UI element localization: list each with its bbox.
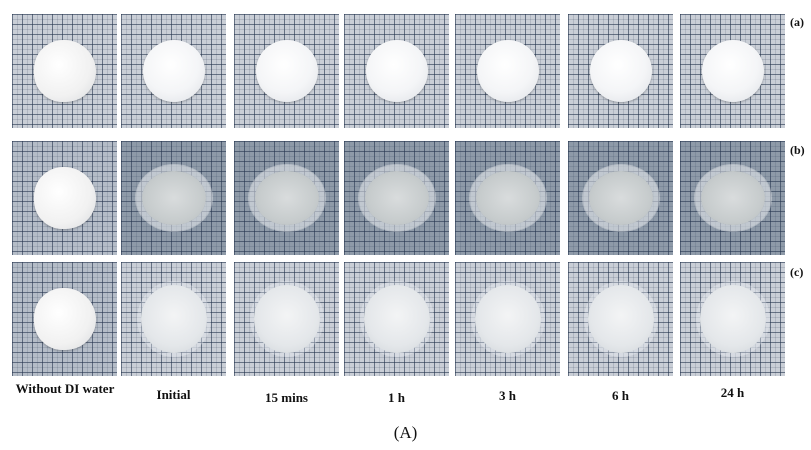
sample-disk (700, 171, 765, 225)
sample-disk (141, 171, 206, 225)
photo-c-initial (121, 262, 226, 376)
photo-c-24-h (680, 262, 785, 376)
photo-b-initial (121, 141, 226, 255)
sample-disk (474, 285, 541, 353)
row-label-a: (a) (790, 15, 804, 29)
sample-disk (33, 167, 96, 229)
column-label-initial: Initial (156, 387, 191, 402)
photo-b-6-h (568, 141, 673, 255)
row-label-c: (c) (790, 265, 804, 279)
column-label-15-mins: 15 mins (265, 390, 308, 405)
sample-disk (701, 40, 764, 102)
photo-a-15-mins (234, 14, 339, 128)
sample-disk (476, 40, 539, 102)
photo-c-1-h (344, 262, 449, 376)
figure-caption: (A) (393, 423, 418, 442)
column-label-without-di-water: Without DI water (15, 381, 115, 396)
sample-disk (589, 40, 652, 102)
photo-c-6-h (568, 262, 673, 376)
row-label-b: (b) (790, 143, 805, 157)
sample-disk (699, 285, 766, 353)
photo-b-3-h (455, 141, 560, 255)
column-label-1-h: 1 h (388, 390, 405, 405)
photo-a-24-h (680, 14, 785, 128)
column-label-3-h: 3 h (499, 388, 516, 403)
sample-disk (140, 285, 207, 353)
photo-c-without-di-water (12, 262, 117, 376)
sample-disk (364, 171, 429, 225)
sample-disk (588, 171, 653, 225)
photo-a-initial (121, 14, 226, 128)
sample-disk (33, 40, 96, 102)
photo-a-1-h (344, 14, 449, 128)
photo-b-1-h (344, 141, 449, 255)
photo-b-15-mins (234, 141, 339, 255)
photo-c-15-mins (234, 262, 339, 376)
sample-disk (33, 288, 96, 350)
sample-disk (142, 40, 205, 102)
photo-b-without-di-water (12, 141, 117, 255)
sample-disk (253, 285, 320, 353)
sample-disk (587, 285, 654, 353)
sample-disk (254, 171, 319, 225)
sample-disk (255, 40, 318, 102)
sample-disk (365, 40, 428, 102)
column-label-24-h: 24 h (720, 385, 745, 400)
column-label-6-h: 6 h (612, 388, 629, 403)
photo-a-without-di-water (12, 14, 117, 128)
sample-disk (475, 171, 540, 225)
photo-b-24-h (680, 141, 785, 255)
photo-c-3-h (455, 262, 560, 376)
photo-a-6-h (568, 14, 673, 128)
photo-a-3-h (455, 14, 560, 128)
sample-disk (363, 285, 430, 353)
